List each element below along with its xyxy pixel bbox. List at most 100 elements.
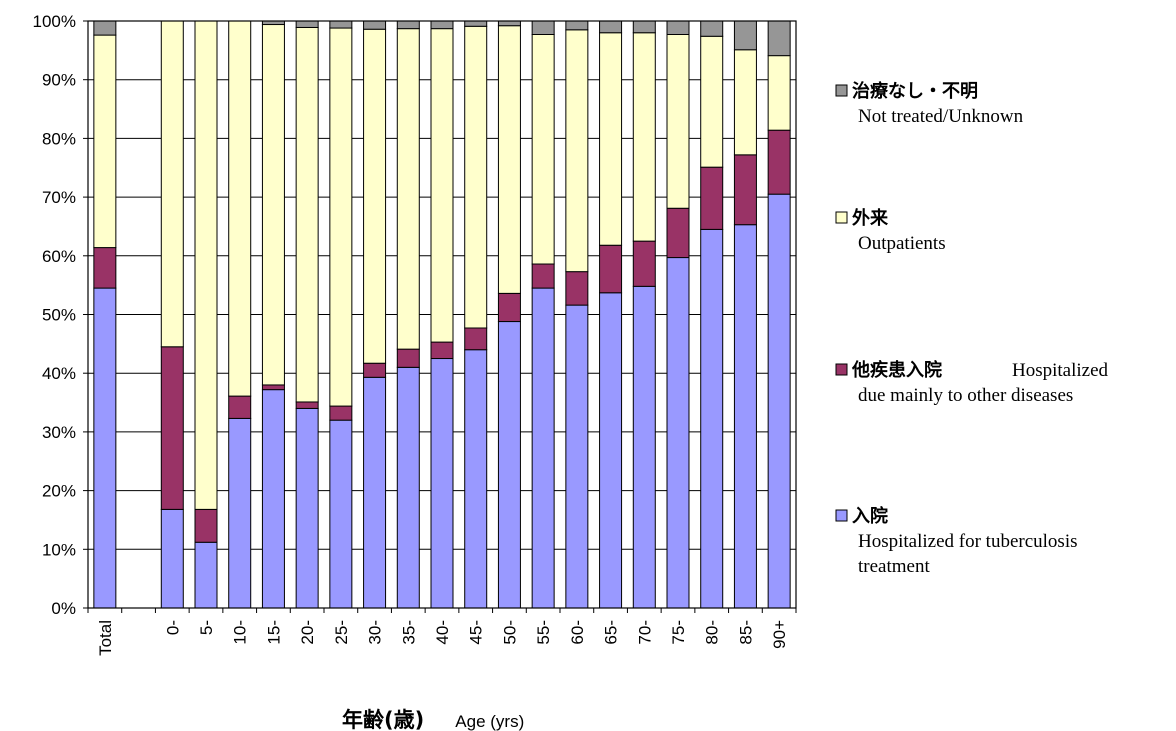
legend-label-en: Hospitalized [1012,360,1109,381]
legend-label-en: Outpatients [858,233,946,254]
bar-segment-hosp_tb [363,376,387,609]
x-tick-label: 90+ [770,620,789,649]
bar-segment-outpatients [464,25,488,329]
bar-stacks [93,20,791,609]
x-axis-title: 年齢(歳) Age (yrs) [342,708,524,731]
bar-segment-outpatients [363,28,387,364]
bar-segment-not_treated [666,20,690,36]
x-tick-label: 80- [703,620,722,645]
bar-segment-outpatients [194,20,218,510]
x-axis-title-en: Age (yrs) [455,712,524,731]
bar-segment-hosp_tb [700,228,724,609]
y-tick-label: 80% [42,129,76,148]
legend-label-en: Hospitalized for tuberculosis [858,531,1078,552]
x-tick-label: 15- [264,620,283,645]
bar-segment-hosp_other [565,271,589,306]
bar-segment-outpatients [295,26,319,403]
bar-segment-hosp_other [261,384,285,391]
x-tick-label: 70- [635,620,654,645]
bar-segment-outpatients [733,49,757,156]
legend: 治療なし・不明 Not treated/Unknown 外来 Outpatients 他… [835,80,1109,577]
bar-segment-hosp_other [767,129,791,195]
bar-segment-outpatients [599,32,623,246]
x-axis-tick-labels: Total 0- 5- 10- 15- 20- 25- 30- 35- 40- 45- 50- 55- 6… [96,620,789,656]
x-tick-label: Total [96,620,115,656]
y-tick-label: 50% [42,306,76,325]
plot-frame [87,20,797,609]
bar-segment-outpatients [700,35,724,168]
bar-segment-outpatients [160,20,184,348]
x-tick-label: 65- [602,620,621,645]
legend-label-jp: 他疾患入院 [851,359,942,381]
bar-segment-hosp_other [464,327,488,351]
bar-segment-hosp_other [666,207,690,259]
bar-segment-hosp_other [363,362,387,378]
bar-segment-hosp_other [228,395,252,419]
x-axis-title-jp: 年齢(歳) [342,708,424,731]
bar-segment-hosp_other [632,240,656,287]
bar-segment-hosp_other [733,154,757,226]
bar-segment-not_treated [565,20,589,31]
bar-segment-not_treated [396,20,420,30]
bar-segment-hosp_tb [565,304,589,609]
bar-segment-hosp_tb [430,358,454,609]
bar-segment-hosp_tb [632,285,656,609]
bar-segment-not_treated [767,20,791,57]
legend-label-en: treatment [858,556,930,577]
bar-segment-hosp_other [194,508,218,543]
bar-segment-hosp_tb [295,407,319,609]
y-tick-label: 60% [42,247,76,266]
bar-segment-hosp_other [430,341,454,360]
bar-segment-outpatients [767,55,791,131]
bar-segment-hosp_tb [93,287,117,609]
bar-segment-outpatients [396,28,420,350]
bar-segment-hosp_tb [396,366,420,609]
bar-segment-hosp_other [295,401,319,409]
bar-segment-hosp_tb [599,292,623,609]
legend-swatch [835,363,848,376]
x-tick-label: 30- [366,620,385,645]
bar-segment-not_treated [329,20,353,29]
bar-segment-outpatients [430,28,454,343]
x-tick-label: 50- [500,620,519,645]
x-tick-label: 75- [669,620,688,645]
bar-segment-hosp_tb [767,193,791,609]
bar-segment-hosp_other [497,292,521,323]
bar-segment-outpatients [261,24,285,386]
bar-segment-outpatients [666,34,690,209]
bar-segment-not_treated [700,20,724,37]
legend-label-jp: 入院 [852,505,888,527]
y-tick-label: 100% [33,12,76,31]
bar-segment-outpatients [228,20,252,397]
y-tick-label: 90% [42,71,76,90]
legend-label-en: due mainly to other diseases [858,385,1073,406]
bar-segment-hosp_other [396,348,420,368]
x-tick-label: 85- [736,620,755,645]
bar-segment-not_treated [363,20,387,30]
x-tick-label: 55- [534,620,553,645]
bar-segment-hosp_tb [160,508,184,609]
bar-segment-hosp_tb [261,389,285,609]
axes [83,20,797,613]
y-tick-label: 40% [42,364,76,383]
bar-segment-hosp_tb [194,541,218,609]
x-tick-label: 5- [197,620,216,635]
bar-segment-hosp_tb [733,224,757,609]
bar-segment-outpatients [93,34,117,249]
bar-segment-hosp_other [599,244,623,294]
bar-segment-hosp_tb [228,417,252,609]
x-tick-label: 0- [163,620,182,635]
bar-segment-not_treated [497,20,521,27]
bar-segment-outpatients [632,32,656,242]
y-tick-label: 30% [42,423,76,442]
x-tick-label: 40- [433,620,452,645]
bar-segment-not_treated [295,20,319,28]
x-tick-label: 35- [399,620,418,645]
bar-segment-hosp_tb [666,257,690,609]
x-tick-label: 10- [231,620,250,645]
legend-label-en: Not treated/Unknown [858,106,1024,127]
bar-segment-hosp_other [160,346,184,510]
x-tick-label: 20- [298,620,317,645]
bar-segment-not_treated [599,20,623,34]
legend-swatch [835,211,848,224]
